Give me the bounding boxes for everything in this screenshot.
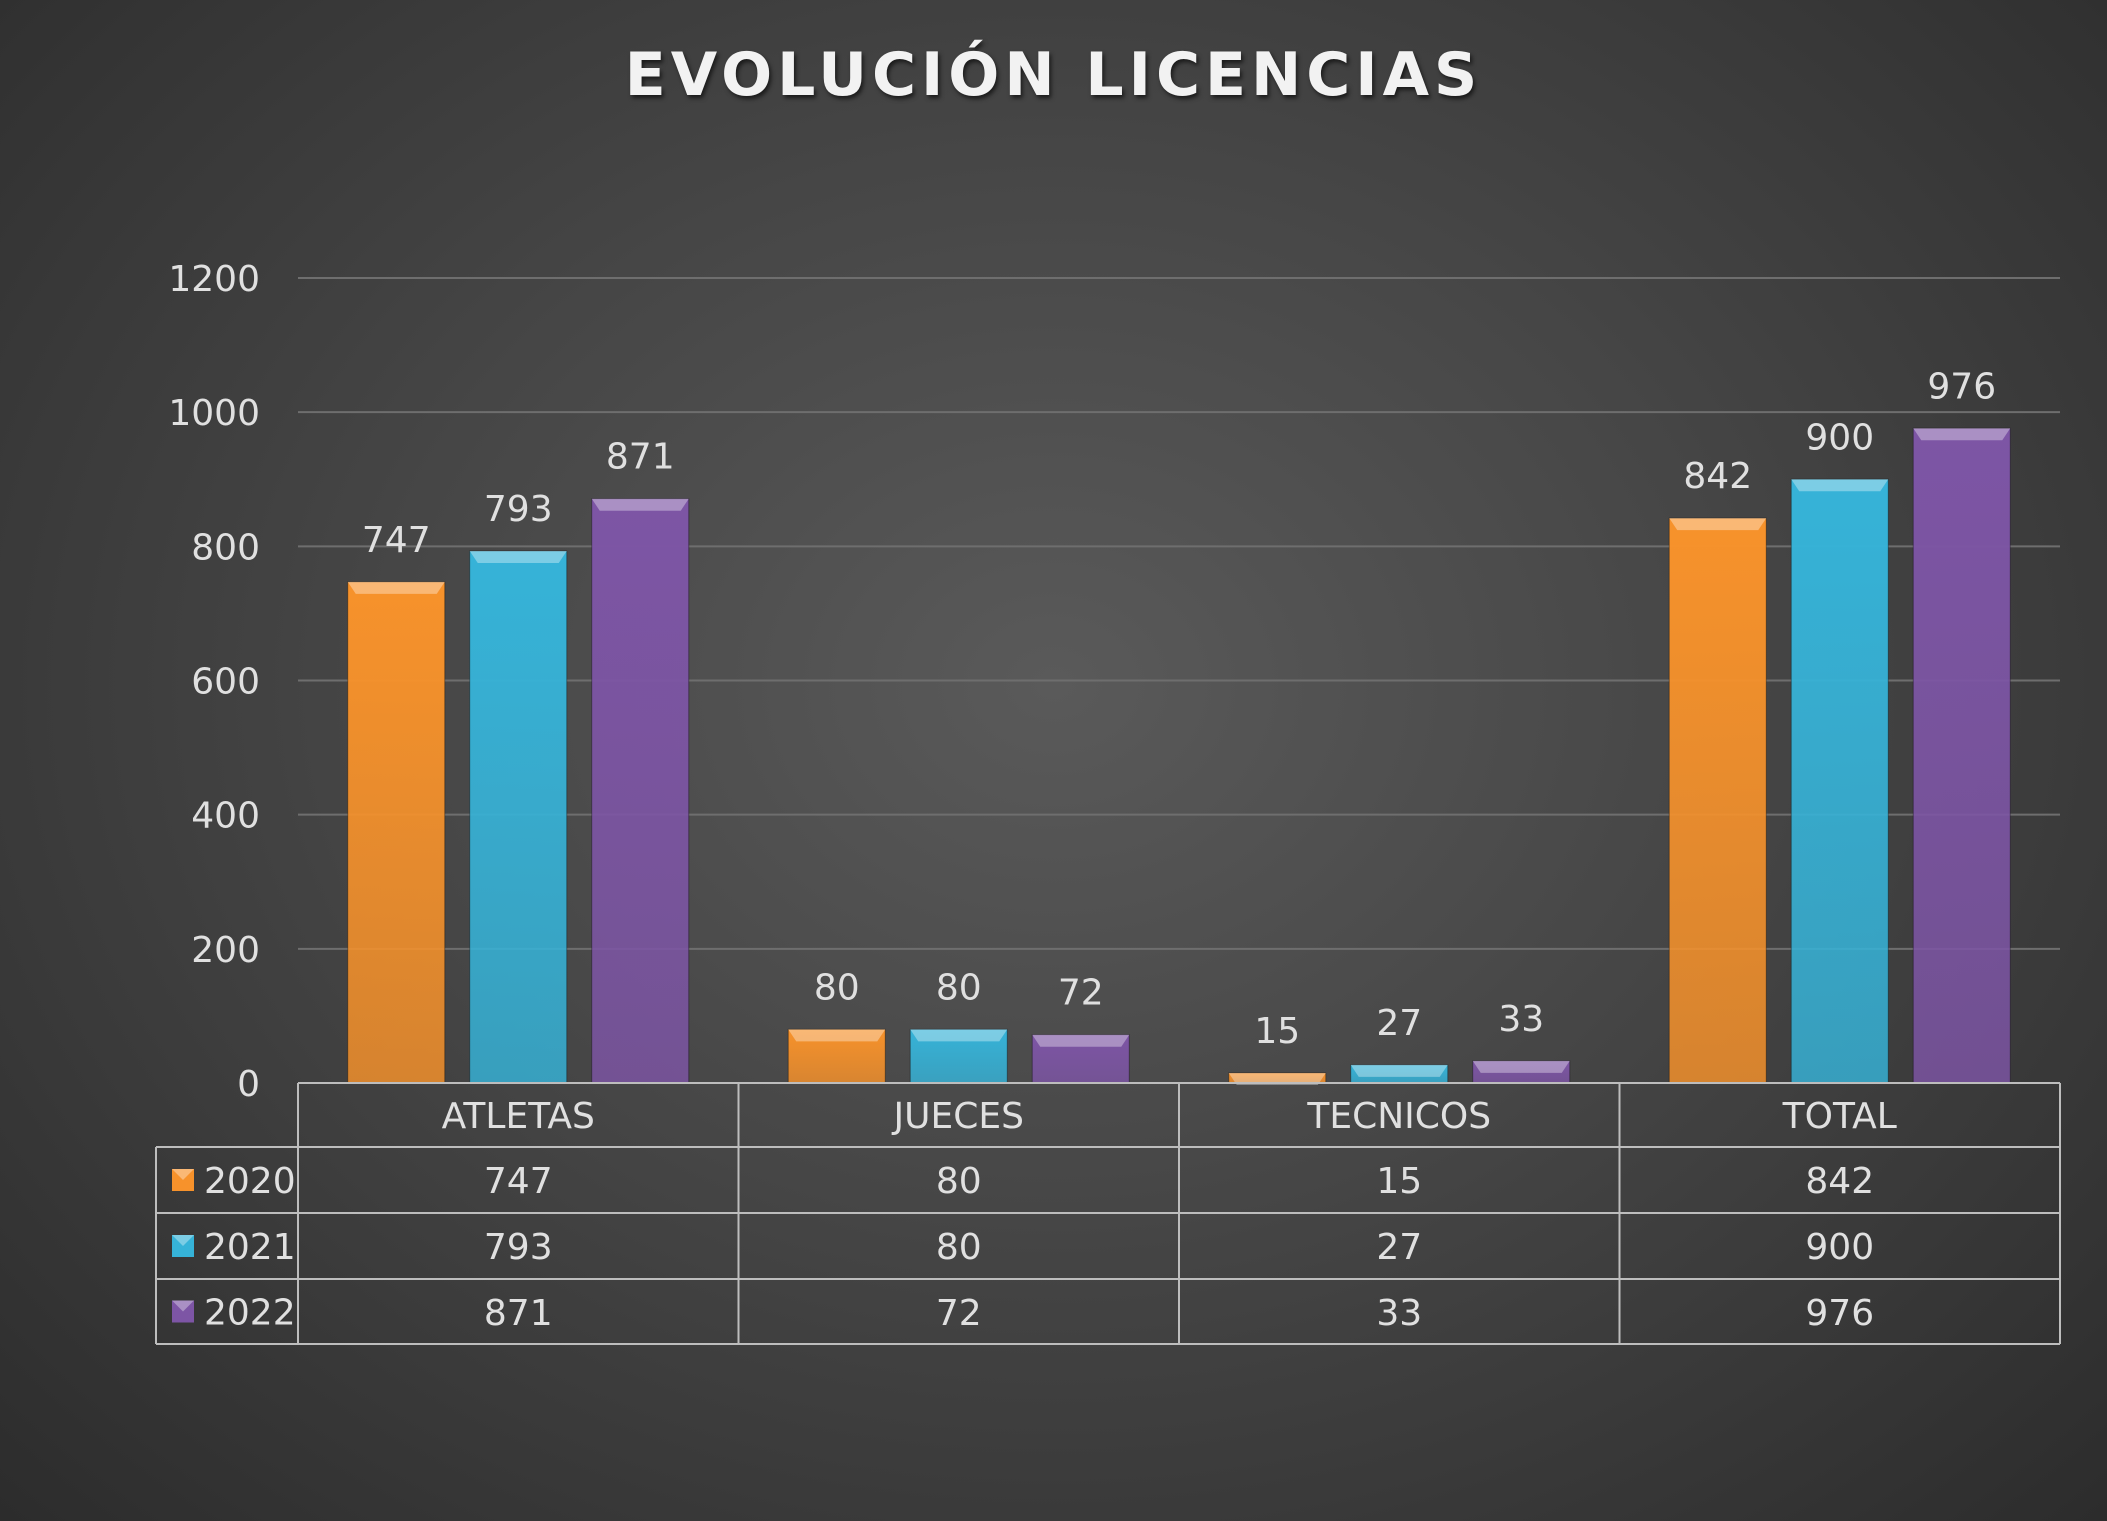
table-cell: 900 [1805, 1227, 1874, 1268]
data-label: 72 [1058, 973, 1104, 1014]
table-cell: 27 [1376, 1227, 1422, 1268]
data-label: 27 [1376, 1003, 1422, 1044]
y-tick-label: 800 [191, 527, 260, 568]
y-tick-label: 1200 [168, 259, 260, 300]
category-label: TOTAL [1782, 1096, 1897, 1137]
bar-bevel [1032, 1034, 1130, 1047]
legend-key-2022 [172, 1300, 194, 1323]
legend-key-bevel [172, 1300, 194, 1312]
bar-bevel [469, 551, 567, 564]
legend-key-bevel [172, 1169, 194, 1180]
bar-bevel [591, 498, 689, 511]
y-tick-label: 600 [191, 662, 260, 703]
table-cell: 976 [1805, 1293, 1874, 1334]
data-label: 80 [936, 967, 982, 1008]
data-label: 842 [1683, 456, 1752, 497]
chart-title: EVOLUCIÓN LICENCIAS [624, 40, 1483, 110]
bar-bevel [347, 581, 445, 594]
y-tick-label: 200 [191, 930, 260, 971]
legend-label: 2022 [204, 1293, 296, 1334]
bar [787, 1028, 886, 1084]
data-label: 80 [814, 967, 860, 1008]
legend-label: 2020 [204, 1161, 296, 1202]
data-label: 747 [362, 520, 431, 561]
legend-label: 2021 [204, 1227, 296, 1268]
bar-bevel [1913, 428, 2011, 441]
bar-bevel [910, 1029, 1008, 1042]
category-label: JUECES [892, 1096, 1024, 1137]
table-cell: 15 [1376, 1161, 1422, 1202]
data-label: 976 [1927, 366, 1996, 407]
data-label: 33 [1498, 999, 1544, 1040]
bar-bevel [1350, 1064, 1448, 1077]
legend-key-2021 [172, 1235, 194, 1257]
y-tick-label: 1000 [168, 393, 260, 434]
category-label: ATLETAS [442, 1096, 595, 1137]
bar [1790, 478, 1889, 1084]
legend-key-2020 [172, 1169, 194, 1191]
data-label: 871 [606, 437, 675, 478]
bar [1912, 427, 2011, 1084]
data-label: 793 [484, 489, 553, 530]
table-cell: 33 [1376, 1293, 1422, 1334]
bar-bevel [788, 1029, 886, 1042]
table-cell: 80 [936, 1161, 982, 1202]
category-label: TECNICOS [1306, 1096, 1491, 1137]
data-label: 15 [1254, 1011, 1300, 1052]
y-tick-label: 0 [237, 1064, 260, 1105]
legend-key-bevel [172, 1235, 194, 1246]
table-cell: 871 [484, 1293, 553, 1334]
bar-bevel [1669, 518, 1767, 531]
table-cell: 72 [936, 1293, 982, 1334]
bar-bevel [1472, 1060, 1570, 1073]
table-cell: 747 [484, 1161, 553, 1202]
bar [1668, 517, 1767, 1084]
bar [347, 581, 446, 1084]
table-cell: 793 [484, 1227, 553, 1268]
bar [591, 498, 690, 1084]
bar [469, 550, 568, 1084]
y-tick-label: 400 [191, 796, 260, 837]
table-cell: 842 [1805, 1161, 1874, 1202]
table-cell: 80 [936, 1227, 982, 1268]
data-label: 900 [1805, 417, 1874, 458]
bar-bevel [1791, 479, 1889, 492]
bar-bevel [1228, 1072, 1326, 1085]
